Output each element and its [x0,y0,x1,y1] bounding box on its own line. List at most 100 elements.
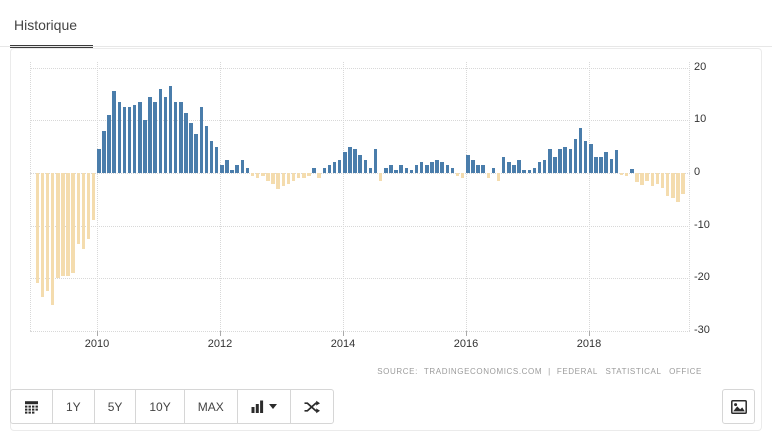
bar[interactable] [173,101,178,173]
range-button-5y[interactable]: 5Y [93,389,137,424]
bar[interactable] [81,173,86,250]
bar[interactable] [322,167,327,173]
bar[interactable] [153,101,157,173]
bar[interactable] [61,173,65,276]
export-image-button[interactable] [722,389,755,424]
bar[interactable] [476,165,480,173]
bar[interactable] [681,173,685,195]
bar[interactable] [455,173,460,176]
bar[interactable] [255,173,260,179]
bar[interactable] [122,107,127,173]
bar[interactable] [40,173,45,297]
bar[interactable] [619,173,624,176]
bar[interactable] [635,173,639,183]
bar[interactable] [512,165,516,173]
bar[interactable] [404,167,409,173]
bar[interactable] [358,154,362,173]
bar[interactable] [97,149,101,173]
bar[interactable] [71,173,75,273]
bar[interactable] [127,107,132,173]
bar[interactable] [414,165,419,173]
bar[interactable] [363,159,368,173]
bar[interactable] [589,144,593,173]
bar[interactable] [599,157,603,173]
bar[interactable] [532,167,537,173]
range-button-max[interactable]: MAX [183,389,238,424]
bar[interactable] [419,162,424,173]
bar[interactable] [665,173,670,196]
bar[interactable] [245,167,250,173]
bar[interactable] [609,158,614,173]
bar[interactable] [676,173,680,202]
bar[interactable] [594,157,598,173]
bar[interactable] [384,167,388,173]
bar[interactable] [56,173,60,279]
bar[interactable] [471,159,475,173]
bar[interactable] [466,154,470,173]
bar[interactable] [578,128,583,173]
bar[interactable] [537,162,542,173]
bar[interactable] [389,165,393,173]
bar[interactable] [312,167,316,173]
bar[interactable] [650,173,655,187]
bar[interactable] [409,170,414,173]
bar[interactable] [138,101,142,173]
bar[interactable] [640,173,644,185]
bar[interactable] [276,173,280,189]
bar[interactable] [189,123,193,173]
bar[interactable] [517,159,521,173]
bar[interactable] [240,159,245,173]
bar[interactable] [655,173,660,184]
bar[interactable] [225,159,229,173]
bar[interactable] [583,141,588,173]
bar[interactable] [568,149,573,173]
bar[interactable] [281,173,286,187]
bar[interactable] [266,173,270,181]
bar[interactable] [102,130,106,173]
bar[interactable] [230,170,234,173]
bar[interactable] [235,165,239,173]
bar[interactable] [450,167,455,173]
bar[interactable] [604,151,608,173]
bar[interactable] [337,159,342,173]
bar[interactable] [76,173,81,244]
bar[interactable] [573,138,578,173]
bar[interactable] [86,173,91,239]
bar[interactable] [209,141,214,173]
bar[interactable] [624,173,629,176]
bar[interactable] [481,165,485,173]
bar[interactable] [486,173,491,179]
bar[interactable] [507,162,511,173]
bar[interactable] [630,168,634,173]
tab-historique[interactable]: Historique [14,17,78,33]
bar[interactable] [291,173,296,181]
calendar-button[interactable] [10,389,53,424]
bar[interactable] [425,165,429,173]
bar[interactable] [132,104,137,173]
bar[interactable] [261,173,265,176]
bar[interactable] [194,133,198,173]
bar[interactable] [435,159,439,173]
bar[interactable] [45,173,50,292]
bar[interactable] [220,165,224,173]
bar[interactable] [440,162,444,173]
bar[interactable] [66,173,70,276]
bar[interactable] [50,173,55,305]
bar[interactable] [327,165,332,173]
bar[interactable] [199,107,204,173]
bar[interactable] [250,173,255,176]
range-button-10y[interactable]: 10Y [135,389,185,424]
bar[interactable] [163,96,168,173]
bar[interactable] [143,120,147,173]
bar[interactable] [614,150,619,173]
bar[interactable] [184,112,188,173]
bar[interactable] [522,170,526,173]
bar[interactable] [117,101,122,173]
bar[interactable] [204,125,209,173]
bar[interactable] [378,173,383,181]
bar[interactable] [558,149,562,173]
range-button-1y[interactable]: 1Y [52,389,95,424]
bar[interactable] [343,151,347,173]
bar[interactable] [399,165,403,173]
bar[interactable] [158,88,163,173]
